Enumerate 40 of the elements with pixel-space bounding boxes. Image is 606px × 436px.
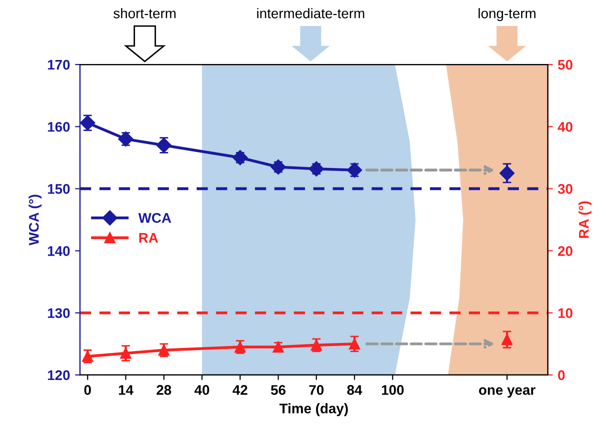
point	[272, 341, 284, 353]
y2-tick-label: 30	[558, 184, 572, 194]
y2-tick-label: 20	[558, 246, 572, 256]
x-tick-label: one year	[479, 387, 536, 398]
point	[120, 348, 132, 359]
point	[501, 334, 513, 346]
x-tick-label: 28	[156, 385, 172, 395]
y2-tick-label: 10	[558, 308, 572, 318]
text: intermediate-term	[257, 8, 364, 18]
y-tick-label: 120	[48, 370, 70, 380]
point	[348, 338, 360, 350]
y-tick-label: 160	[48, 122, 70, 132]
y2-tick-label: 50	[558, 60, 572, 70]
x-tick-label: 0	[84, 385, 91, 395]
point	[499, 166, 515, 181]
x-tick-label: 84	[347, 385, 362, 395]
y2-axis-title: RA (°)	[578, 201, 592, 238]
x-tick-label: 42	[232, 385, 248, 395]
point	[156, 138, 172, 153]
x-tick-label: 100	[382, 385, 404, 395]
point	[346, 162, 362, 178]
text: short-term	[114, 8, 176, 18]
y-tick-label: 150	[48, 184, 70, 194]
point	[80, 115, 96, 130]
y-tick-label: 130	[48, 308, 70, 318]
point	[232, 150, 248, 166]
y2-tick-label: 40	[558, 122, 572, 132]
legend-label: RA	[139, 233, 158, 243]
y2-tick-label: 0	[558, 370, 565, 380]
y-tick-label: 170	[48, 60, 70, 70]
x-axis-title: Time (day)	[279, 403, 348, 416]
x-tick-label: 14	[118, 385, 134, 395]
y-axis-title: WCA (°)	[28, 194, 42, 246]
point	[308, 161, 324, 176]
x-tick-label: 56	[270, 385, 286, 395]
y-tick-label: 140	[48, 246, 70, 256]
text: long-term	[478, 8, 536, 22]
x-tick-label: 70	[309, 385, 324, 395]
x-tick-label: 40	[194, 385, 210, 395]
legend-label: WCA	[138, 213, 172, 223]
